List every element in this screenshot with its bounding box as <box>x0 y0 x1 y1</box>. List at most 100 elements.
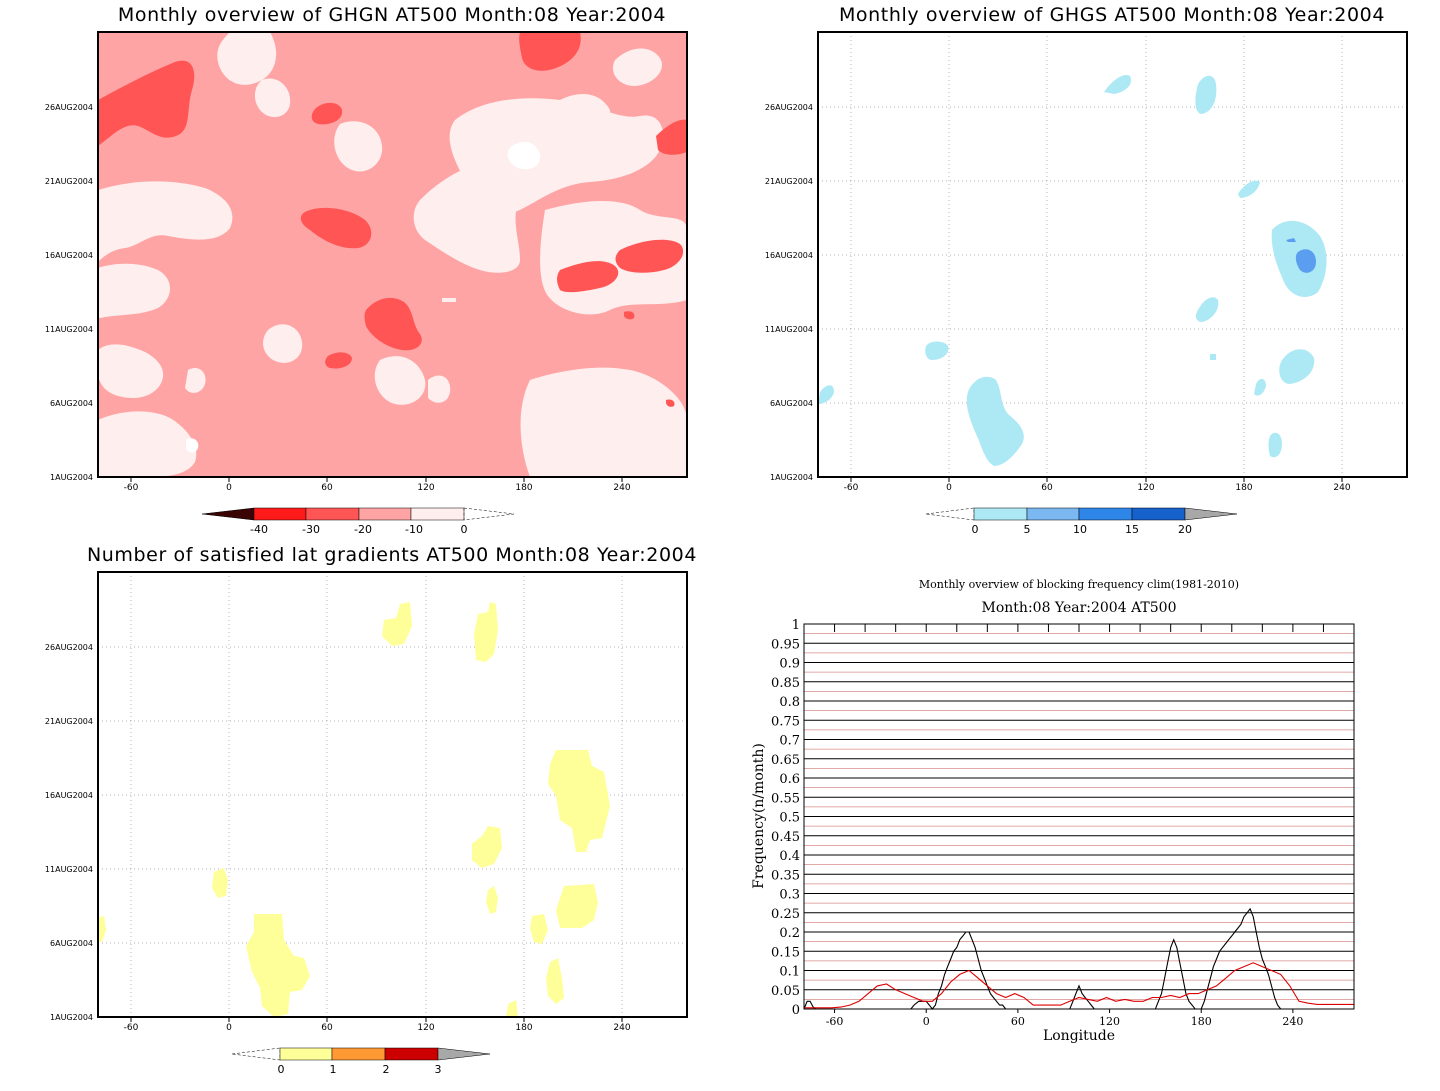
gradients-x-tick: -60 <box>124 1023 139 1033</box>
ghgn-x-tick: 60 <box>321 483 333 493</box>
frequency-y-label: Frequency(n/month) <box>751 743 767 889</box>
ghgs-colorbar-label: 15 <box>1125 523 1139 536</box>
gradients-y-tick: 21AUG2004 <box>45 717 93 726</box>
ghgn-title: Monthly overview of GHGN AT500 Month:08 … <box>118 4 666 26</box>
ghgs-x-tick: 0 <box>946 483 952 493</box>
gradients-y-tick: 1AUG2004 <box>50 1013 93 1022</box>
ghgn-y-axis: 1AUG2004 6AUG2004 11AUG2004 16AUG2004 21… <box>45 103 93 482</box>
frequency-y-tick: 0.2 <box>779 926 800 941</box>
ghgs-y-axis: 1AUG2004 6AUG2004 11AUG2004 16AUG2004 21… <box>765 103 813 482</box>
ghgn-colorbar-label: 0 <box>461 523 468 536</box>
ghgs-colorbar-label: 0 <box>972 523 979 536</box>
frequency-y-tick: 0.9 <box>779 657 800 672</box>
ghgn-x-tick: 120 <box>417 483 434 493</box>
ghgn-y-tick: 11AUG2004 <box>45 325 93 334</box>
frequency-plot-frame <box>803 623 1355 1010</box>
gradients-x-tick: 0 <box>226 1023 232 1033</box>
ghgs-colorbar-label: 20 <box>1178 523 1192 536</box>
frequency-y-tick: 1 <box>792 618 800 633</box>
frequency-panel: Monthly overview of blocking frequency c… <box>751 578 1355 1044</box>
ghgs-colorbar: 0 5 10 15 20 <box>925 507 1238 536</box>
frequency-y-tick: 0.95 <box>771 637 800 652</box>
frequency-y-tick: 0.4 <box>779 849 800 864</box>
frequency-y-tick: 0.85 <box>771 676 800 691</box>
frequency-y-tick: 0.5 <box>779 811 800 826</box>
frequency-x-tick: 240 <box>1282 1015 1303 1028</box>
ghgs-x-tick: 180 <box>1235 483 1252 493</box>
ghgs-x-tick: 240 <box>1333 483 1350 493</box>
ghgs-y-tick: 26AUG2004 <box>765 103 813 112</box>
frequency-y-tick: 0.75 <box>771 714 800 729</box>
frequency-title: Monthly overview of blocking frequency c… <box>919 578 1239 591</box>
ghgs-x-tick: 120 <box>1137 483 1154 493</box>
gradients-y-tick: 6AUG2004 <box>50 939 93 948</box>
frequency-subtitle: Month:08 Year:2004 AT500 <box>982 600 1177 616</box>
frequency-series-line-black <box>803 907 1293 1010</box>
ghgs-x-tick: -60 <box>844 483 859 493</box>
ghgn-y-tick: 16AUG2004 <box>45 251 93 260</box>
gradients-y-axis: 1AUG2004 6AUG2004 11AUG2004 16AUG2004 21… <box>45 643 93 1022</box>
frequency-y-tick: 0 <box>792 1003 800 1018</box>
frequency-x-tick: 180 <box>1191 1015 1212 1028</box>
frequency-y-axis: 0 0.05 0.1 0.15 0.2 0.25 0.3 0.35 0.4 0.45 0.5 0.55… <box>771 618 800 1018</box>
ghgn-y-tick: 21AUG2004 <box>45 177 93 186</box>
ghgn-colorbar-label: -20 <box>354 523 372 536</box>
frequency-x-axis: -60 0 60 120 180 240 <box>826 624 1355 1028</box>
gradients-colorbar-label: 1 <box>330 1063 337 1076</box>
frequency-y-tick: 0.3 <box>779 888 800 903</box>
frequency-y-tick: 0.7 <box>779 734 800 749</box>
gradients-y-tick: 11AUG2004 <box>45 865 93 874</box>
ghgs-contour-field <box>818 74 1327 466</box>
gradients-x-tick: 60 <box>321 1023 333 1033</box>
frequency-y-tick: 0.25 <box>771 907 800 922</box>
frequency-y-tick: 0.15 <box>771 945 800 960</box>
ghgn-x-tick: 0 <box>226 483 232 493</box>
gradients-colorbar-label: 2 <box>383 1063 390 1076</box>
ghgs-y-tick: 21AUG2004 <box>765 177 813 186</box>
ghgs-x-axis: -60 0 60 120 180 240 <box>844 477 1351 493</box>
gradients-colorbar-label: 0 <box>278 1063 285 1076</box>
ghgn-colorbar-label: -10 <box>405 523 423 536</box>
ghgn-panel: Monthly overview of GHGN AT500 Month:08 … <box>45 4 688 536</box>
frequency-y-tick: 0.8 <box>779 695 800 710</box>
ghgs-title: Monthly overview of GHGS AT500 Month:08 … <box>839 4 1385 26</box>
frequency-x-tick: -60 <box>826 1015 844 1028</box>
gradients-plot-frame <box>97 571 688 1018</box>
ghgn-colorbar-label: -40 <box>250 523 268 536</box>
frequency-y-tick: 0.35 <box>771 868 800 883</box>
gradients-contour-field <box>98 602 610 1017</box>
frequency-y-tick: 0.6 <box>779 772 800 787</box>
gradients-title: Number of satisfied lat gradients AT500 … <box>87 544 697 566</box>
ghgs-colorbar-label: 10 <box>1073 523 1087 536</box>
frequency-x-tick: 120 <box>1099 1015 1120 1028</box>
gradients-x-axis: -60 0 60 120 180 240 <box>124 1017 631 1033</box>
gradients-x-tick: 120 <box>417 1023 434 1033</box>
ghgn-colorbar: -40 -30 -20 -10 0 <box>201 507 515 536</box>
ghgn-y-tick: 6AUG2004 <box>50 399 93 408</box>
ghgs-y-tick: 6AUG2004 <box>770 399 813 408</box>
ghgs-y-tick: 11AUG2004 <box>765 325 813 334</box>
gradients-x-tick: 240 <box>613 1023 630 1033</box>
ghgs-x-tick: 60 <box>1041 483 1053 493</box>
ghgn-x-tick: 240 <box>613 483 630 493</box>
ghgs-plot-frame <box>817 31 1408 478</box>
gradients-colorbar: 0 1 2 3 <box>231 1047 491 1076</box>
ghgn-x-axis: -60 0 60 120 180 240 <box>124 477 631 493</box>
frequency-y-tick: 0.65 <box>771 753 800 768</box>
ghgs-y-tick: 16AUG2004 <box>765 251 813 260</box>
ghgn-contour-field <box>98 32 687 477</box>
ghgs-y-tick: 1AUG2004 <box>770 473 813 482</box>
ghgn-x-tick: 180 <box>515 483 532 493</box>
gradients-panel: Number of satisfied lat gradients AT500 … <box>45 544 697 1076</box>
frequency-x-tick: 0 <box>923 1015 930 1028</box>
frequency-x-tick: 60 <box>1011 1015 1025 1028</box>
ghgs-colorbar-label: 5 <box>1024 523 1031 536</box>
gradients-colorbar-label: 3 <box>435 1063 442 1076</box>
gradients-y-tick: 26AUG2004 <box>45 643 93 652</box>
gradients-y-tick: 16AUG2004 <box>45 791 93 800</box>
ghgn-plot-frame <box>97 31 688 478</box>
ghgn-y-tick: 1AUG2004 <box>50 473 93 482</box>
frequency-y-tick: 0.1 <box>779 965 800 980</box>
frequency-y-tick: 0.05 <box>771 984 800 999</box>
